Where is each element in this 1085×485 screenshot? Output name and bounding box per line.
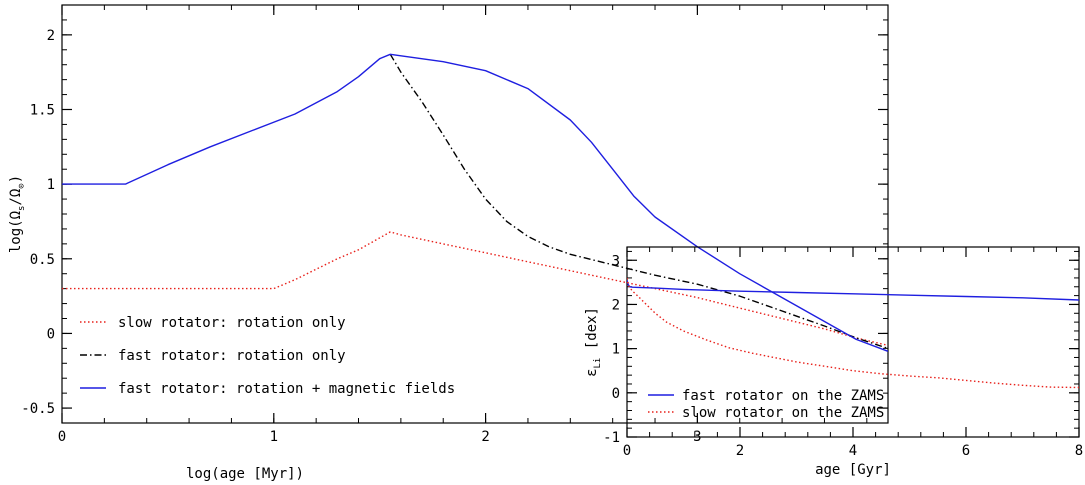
left-y-tick-label: 2 — [47, 28, 55, 44]
left-x-tick-label: 2 — [481, 429, 489, 445]
left-legend-label: slow rotator: rotation only — [118, 315, 346, 331]
left-y-tick-label: -0.5 — [21, 401, 55, 417]
left-series-line-2 — [389, 53, 888, 350]
left-chart: 0 1 2 3-0.500.511.52 slow rotator: rotation… — [8, 4, 889, 482]
right-y-axis-label: εLi [dex] — [584, 307, 603, 377]
right-series — [627, 277, 1079, 389]
left-y-tick-label: 1 — [47, 177, 55, 193]
left-x-tick-label: 0 — [58, 429, 66, 445]
right-x-axis-label: age [Gyr] — [815, 462, 891, 478]
right-y-tick-label: 0 — [612, 386, 620, 402]
right-series-line-1 — [627, 279, 1079, 301]
left-y-tick-label: 0 — [47, 326, 55, 342]
left-x-tick-label: 1 — [270, 429, 278, 445]
right-y-tick-label: 2 — [612, 297, 620, 313]
right-x-tick-label: 4 — [849, 443, 857, 459]
left-series-line-3 — [62, 53, 888, 352]
right-x-tick-label: 2 — [736, 443, 744, 459]
right-x-tick-label: 0 — [623, 443, 631, 459]
left-series-line-1 — [62, 231, 888, 347]
left-ticks: 0 1 2 3-0.500.511.52 — [21, 4, 888, 445]
right-x-tick-label: 8 — [1075, 443, 1083, 459]
left-legend-label: fast rotator: rotation + magnetic fields — [118, 381, 455, 397]
right-series-line-2 — [627, 277, 1079, 389]
right-legend-label: slow rotator on the ZAMS — [682, 405, 884, 421]
right-y-tick-label: -1 — [603, 430, 620, 446]
left-x-axis-label: log(age [Myr]) — [186, 466, 304, 482]
left-y-tick-label: 0.5 — [30, 252, 55, 268]
left-legend-label: fast rotator: rotation only — [118, 348, 346, 364]
right-legend-label: fast rotator on the ZAMS — [682, 388, 884, 404]
left-series — [62, 53, 888, 352]
left-legend: slow rotator: rotation only fast rotator:… — [80, 315, 455, 397]
right-y-tick-label: 3 — [612, 253, 620, 269]
left-y-axis-label: log(Ωs/Ω⊙) — [8, 175, 27, 253]
right-y-tick-label: 1 — [612, 342, 620, 358]
right-x-tick-label: 6 — [962, 443, 970, 459]
left-y-tick-label: 1.5 — [30, 103, 55, 119]
